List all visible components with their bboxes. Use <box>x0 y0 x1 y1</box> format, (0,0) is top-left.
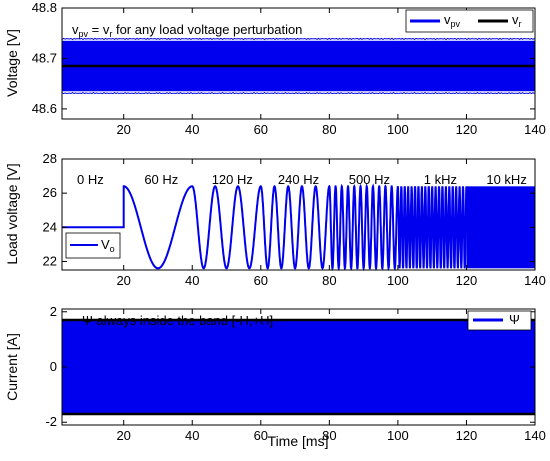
x-tick-label: 80 <box>322 122 336 137</box>
x-tick-label: 80 <box>322 428 336 443</box>
frequency-segment-labels: 0 Hz 60 Hz 120 Hz 240 Hz 500 Hz 1 kHz 10 kHz <box>77 172 527 187</box>
segment-label: 500 Hz <box>349 172 390 187</box>
current-ylabel: Current [A] <box>4 333 20 401</box>
x-tick-label: 60 <box>254 122 268 137</box>
current-panel: 20 40 60 80 100 120 140 -2 0 2 Current [A] Time [… <box>4 304 546 449</box>
voltage-annotation: vpv = vr for any load voltage perturbati… <box>72 22 302 39</box>
segment-label: 240 Hz <box>278 172 319 187</box>
voltage-ticks: 20 40 60 80 100 120 140 48.6 48.7 48.8 <box>32 0 546 137</box>
load-voltage-series-layer <box>62 183 535 272</box>
y-tick-label: 48.6 <box>32 101 57 116</box>
x-tick-label: 80 <box>322 273 336 288</box>
x-tick-label: 60 <box>254 428 268 443</box>
x-tick-label: 120 <box>456 428 478 443</box>
time-xlabel: Time [ms] <box>268 433 329 449</box>
vo-line <box>62 183 468 272</box>
y-tick-label: 2 <box>50 304 57 319</box>
current-annotation: Ψ always inside the band [-H,+H] <box>82 313 273 328</box>
load-voltage-plot-frame <box>61 158 536 271</box>
y-tick-label: 22 <box>43 253 57 268</box>
legend-label-vpv: vpv <box>444 12 461 29</box>
vo-10khz-band <box>466 186 535 269</box>
x-tick-label: 20 <box>116 122 130 137</box>
x-tick-label: 40 <box>185 273 199 288</box>
x-tick-label: 100 <box>387 428 409 443</box>
load-voltage-panel: 20 40 60 80 100 120 140 22 24 26 28 0 Hz 60 Hz 120 H… <box>4 151 546 288</box>
y-tick-label: 0 <box>50 359 57 374</box>
segment-label: 10 kHz <box>486 172 526 187</box>
x-tick-label: 40 <box>185 122 199 137</box>
x-tick-label: 40 <box>185 428 199 443</box>
legend-label-vr: vr <box>512 12 522 29</box>
x-tick-label: 140 <box>524 122 546 137</box>
x-tick-label: 20 <box>116 428 130 443</box>
current-series-layer <box>62 318 535 416</box>
load-voltage-ticks: 20 40 60 80 100 120 140 22 24 26 28 <box>43 151 546 288</box>
x-tick-label: 100 <box>387 273 409 288</box>
segment-label: 120 Hz <box>212 172 253 187</box>
y-tick-label: 26 <box>43 185 57 200</box>
legend-label-psi: Ψ <box>509 312 520 327</box>
y-tick-label: 28 <box>43 151 57 166</box>
x-tick-label: 20 <box>116 273 130 288</box>
segment-label: 0 Hz <box>77 172 104 187</box>
y-tick-label: 48.8 <box>32 0 57 15</box>
x-tick-label: 100 <box>387 122 409 137</box>
x-tick-label: 140 <box>524 273 546 288</box>
y-tick-label: 24 <box>43 219 57 234</box>
voltage-plot-frame <box>61 7 536 120</box>
voltage-legend: vpv vr <box>405 9 534 33</box>
load-voltage-legend: Vo <box>65 232 121 259</box>
x-tick-label: 140 <box>524 428 546 443</box>
voltage-series-layer <box>61 37 535 95</box>
x-tick-label: 60 <box>254 273 268 288</box>
current-ticks: 20 40 60 80 100 120 140 -2 0 2 <box>45 304 545 443</box>
vpv-lower-ripple <box>61 91 535 95</box>
legend-label-vo: Vo <box>101 237 115 254</box>
voltage-ylabel: Voltage [V] <box>4 29 20 97</box>
vpv-upper-ripple <box>61 37 535 41</box>
y-tick-label: -2 <box>45 414 57 429</box>
current-legend: Ψ <box>467 310 532 331</box>
psi-band <box>62 320 535 414</box>
segment-label: 1 kHz <box>424 172 457 187</box>
voltage-legend-box <box>405 9 534 33</box>
segment-label: 60 Hz <box>144 172 178 187</box>
y-tick-label: 48.7 <box>32 50 57 65</box>
x-tick-label: 120 <box>456 122 478 137</box>
voltage-panel: 20 40 60 80 100 120 140 48.6 48.7 48.8 Voltage [V… <box>4 0 546 137</box>
x-tick-label: 120 <box>456 273 478 288</box>
load-voltage-ylabel: Load voltage [V] <box>4 163 20 264</box>
